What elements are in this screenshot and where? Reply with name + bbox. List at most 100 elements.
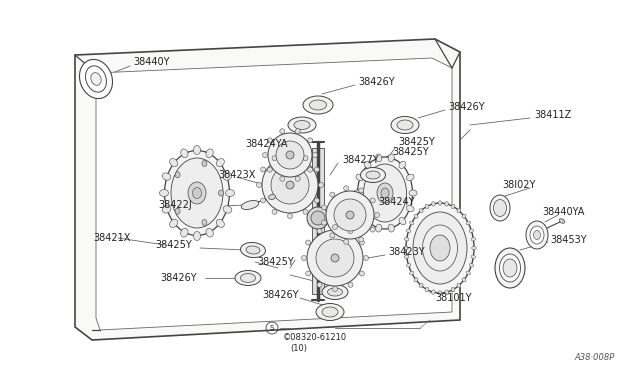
Ellipse shape (359, 240, 364, 245)
Ellipse shape (294, 121, 310, 129)
Ellipse shape (414, 278, 418, 282)
Ellipse shape (321, 205, 326, 210)
Ellipse shape (162, 173, 171, 180)
Ellipse shape (223, 206, 232, 213)
Ellipse shape (193, 145, 200, 154)
Ellipse shape (374, 212, 380, 218)
Ellipse shape (306, 240, 310, 245)
Ellipse shape (321, 220, 326, 225)
Ellipse shape (471, 237, 476, 241)
Ellipse shape (301, 256, 307, 260)
Ellipse shape (370, 227, 375, 232)
Ellipse shape (469, 263, 474, 267)
Text: 38425Y: 38425Y (392, 147, 429, 157)
Text: 38426Y: 38426Y (358, 77, 395, 87)
Ellipse shape (272, 155, 277, 161)
Ellipse shape (216, 219, 225, 227)
Ellipse shape (241, 201, 259, 209)
Ellipse shape (376, 224, 382, 232)
Ellipse shape (472, 246, 476, 250)
Ellipse shape (162, 206, 171, 213)
Text: S: S (270, 325, 274, 331)
Ellipse shape (272, 209, 277, 214)
Text: 38424YA: 38424YA (245, 139, 287, 149)
Ellipse shape (322, 285, 348, 299)
Ellipse shape (466, 221, 470, 225)
Text: 38426Y: 38426Y (448, 102, 484, 112)
Ellipse shape (326, 191, 374, 239)
Ellipse shape (366, 171, 380, 179)
Ellipse shape (164, 151, 230, 235)
Text: 38I02Y: 38I02Y (502, 180, 536, 190)
Ellipse shape (262, 157, 318, 213)
Ellipse shape (490, 195, 510, 221)
Ellipse shape (268, 167, 272, 172)
Ellipse shape (404, 237, 409, 241)
Ellipse shape (360, 167, 385, 183)
Ellipse shape (406, 229, 411, 232)
Ellipse shape (334, 199, 366, 231)
Ellipse shape (358, 157, 413, 229)
Ellipse shape (348, 229, 353, 234)
Text: 38425Y: 38425Y (398, 137, 435, 147)
Ellipse shape (559, 219, 564, 223)
Polygon shape (96, 58, 452, 330)
Ellipse shape (404, 246, 408, 250)
Ellipse shape (276, 141, 304, 169)
Ellipse shape (409, 190, 417, 196)
Ellipse shape (159, 189, 168, 196)
Ellipse shape (218, 190, 223, 196)
Ellipse shape (451, 204, 455, 209)
Text: 38426Y: 38426Y (160, 273, 196, 283)
Ellipse shape (526, 221, 548, 249)
Ellipse shape (356, 174, 364, 180)
Ellipse shape (353, 190, 361, 196)
Ellipse shape (314, 198, 319, 203)
Ellipse shape (257, 183, 262, 187)
Ellipse shape (175, 172, 180, 178)
Ellipse shape (451, 288, 455, 292)
Ellipse shape (530, 226, 544, 244)
Ellipse shape (499, 254, 520, 282)
Ellipse shape (206, 228, 213, 237)
Text: 38453Y: 38453Y (550, 235, 587, 245)
Ellipse shape (333, 224, 337, 230)
Ellipse shape (235, 270, 261, 285)
Ellipse shape (381, 188, 389, 198)
Ellipse shape (457, 208, 461, 213)
Ellipse shape (364, 256, 369, 260)
Ellipse shape (216, 158, 225, 167)
Ellipse shape (364, 161, 371, 169)
Text: ©08320-61210: ©08320-61210 (283, 334, 347, 343)
Ellipse shape (171, 158, 223, 228)
Ellipse shape (397, 120, 413, 130)
Ellipse shape (314, 167, 319, 172)
Ellipse shape (414, 214, 418, 218)
Ellipse shape (225, 189, 234, 196)
Ellipse shape (241, 243, 266, 257)
Ellipse shape (287, 151, 292, 157)
Ellipse shape (280, 129, 285, 134)
Ellipse shape (348, 282, 353, 287)
Ellipse shape (308, 138, 313, 143)
Ellipse shape (280, 176, 285, 181)
Ellipse shape (303, 96, 333, 114)
Ellipse shape (356, 205, 364, 212)
Text: 38425Y: 38425Y (155, 240, 192, 250)
Ellipse shape (260, 198, 266, 203)
Ellipse shape (287, 214, 292, 218)
Ellipse shape (175, 208, 180, 214)
Polygon shape (312, 148, 324, 294)
Ellipse shape (308, 167, 313, 172)
Text: 38101Y: 38101Y (435, 293, 472, 303)
Ellipse shape (431, 202, 435, 206)
Ellipse shape (438, 291, 442, 295)
Ellipse shape (307, 230, 363, 286)
Ellipse shape (91, 73, 101, 85)
Ellipse shape (286, 181, 294, 189)
Ellipse shape (307, 207, 329, 229)
Ellipse shape (410, 271, 414, 275)
Ellipse shape (495, 248, 525, 288)
Ellipse shape (425, 204, 429, 209)
Ellipse shape (79, 60, 113, 99)
